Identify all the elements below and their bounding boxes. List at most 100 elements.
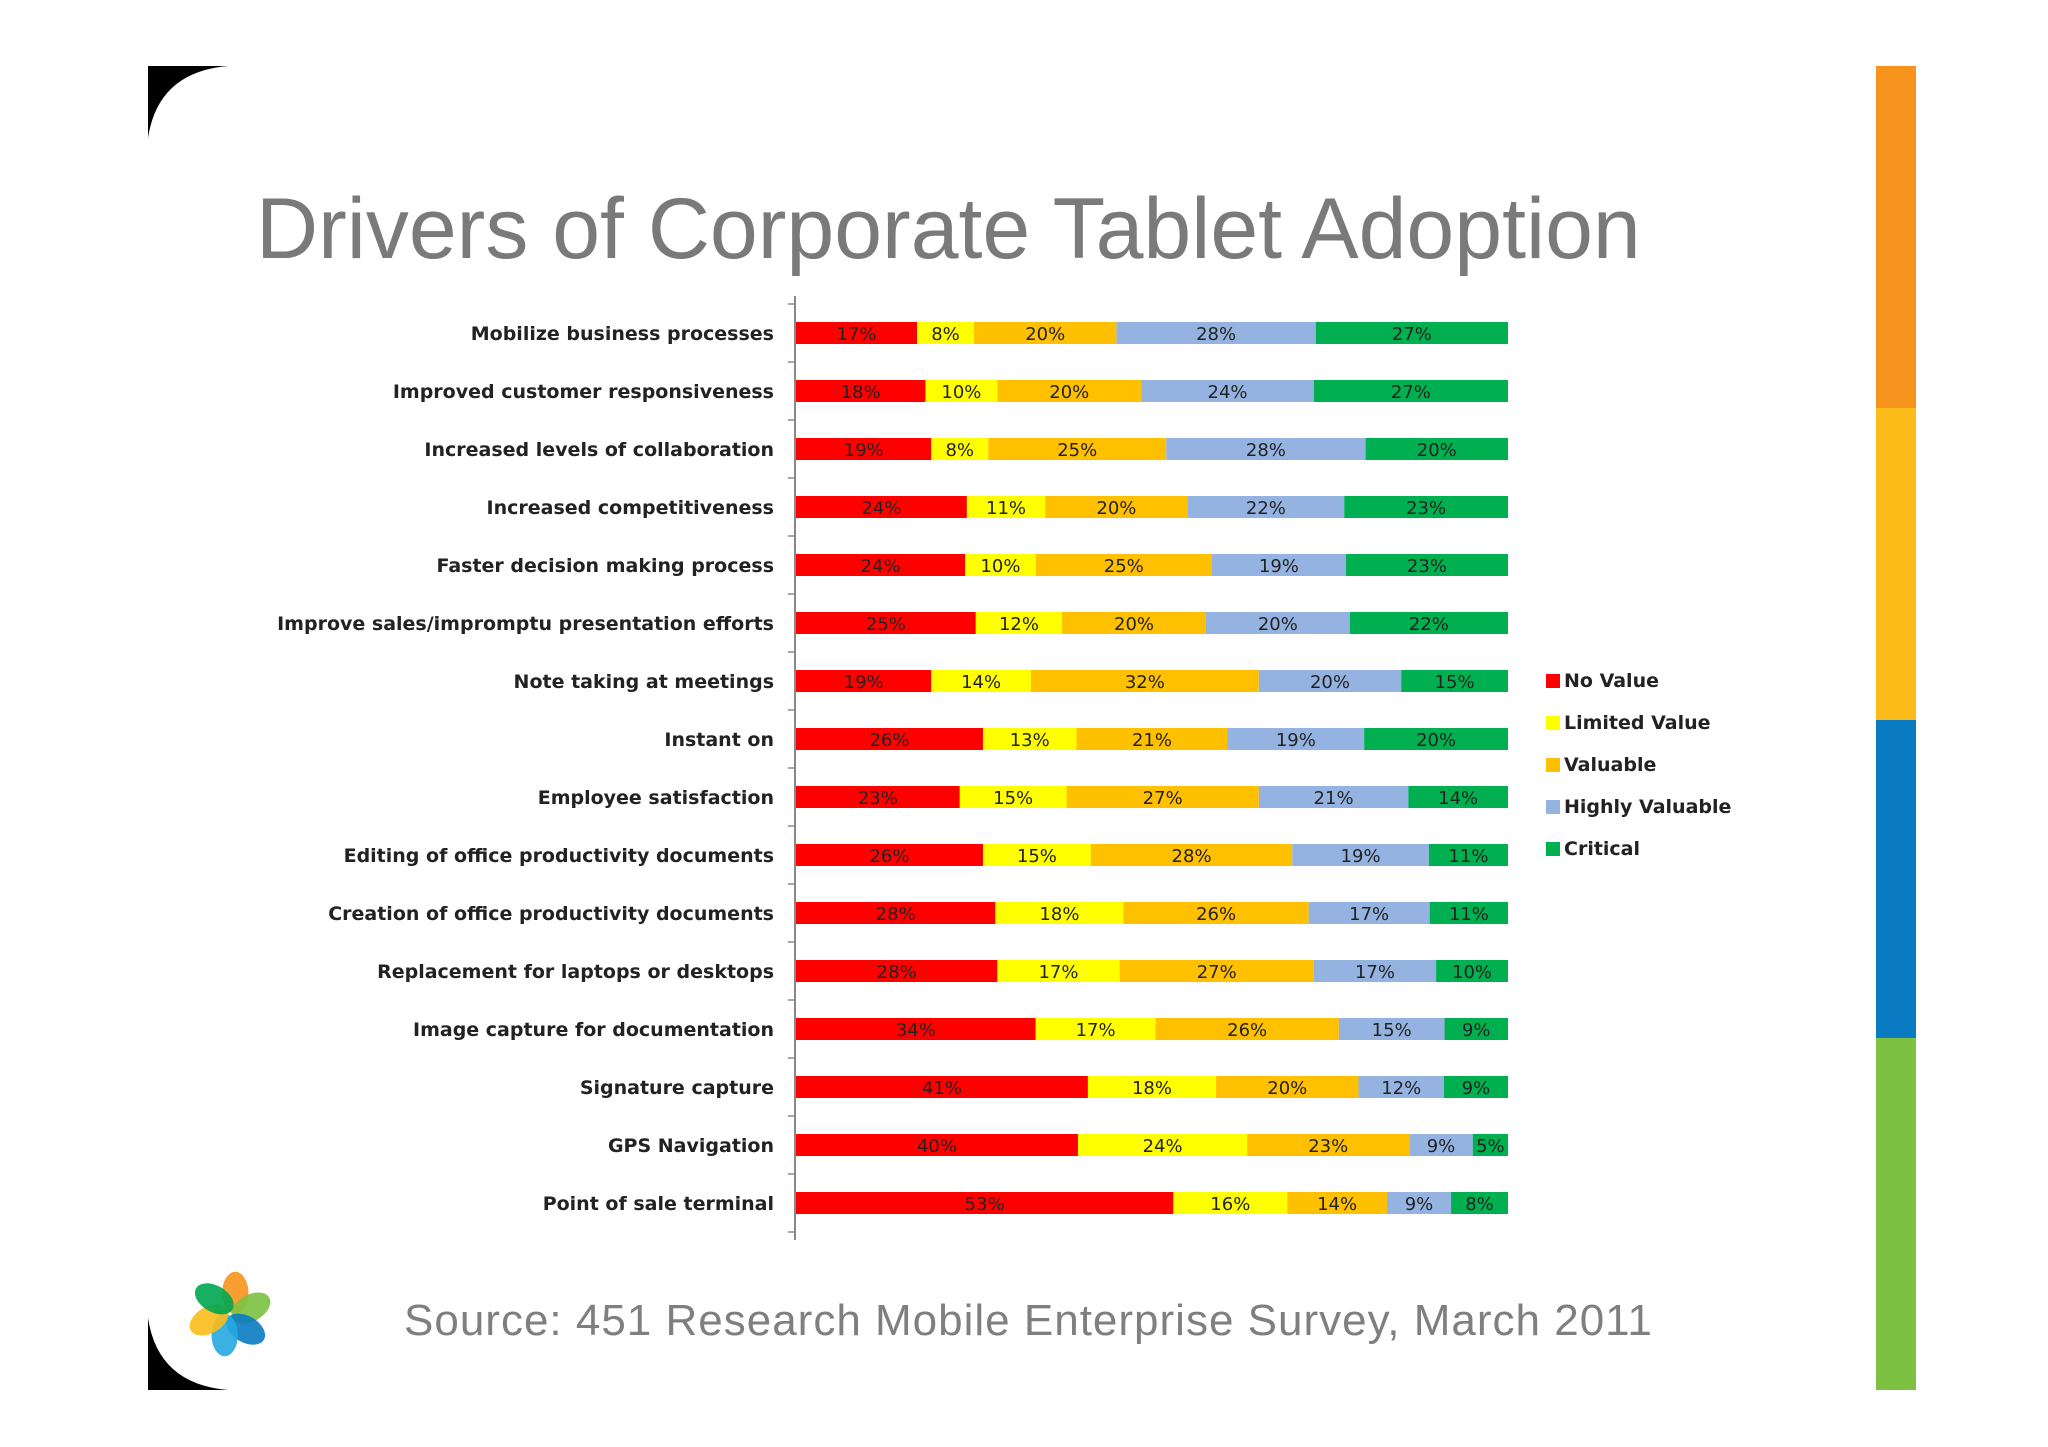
data-label: 27% [1391, 382, 1431, 403]
data-label: 27% [1392, 324, 1432, 345]
bar-segment [1227, 728, 1365, 750]
bar-segment [1066, 786, 1259, 808]
bar-segment [1119, 960, 1314, 982]
data-label: 20% [1267, 1078, 1307, 1099]
legend-swatch [1546, 758, 1560, 772]
bar-segment [796, 902, 996, 924]
data-label: 13% [1010, 730, 1050, 751]
bar-segment [1308, 902, 1430, 924]
stripe-segment [1876, 720, 1916, 1038]
bar-segment [796, 554, 966, 576]
data-label: 26% [1227, 1020, 1267, 1041]
category-label: Increased competitiveness [487, 497, 774, 519]
data-label: 24% [861, 556, 901, 577]
category-label: Increased levels of collaboration [424, 439, 774, 461]
bar-segment [1062, 612, 1206, 634]
data-label: 20% [1310, 672, 1350, 693]
data-label: 53% [965, 1194, 1005, 1215]
bar-segment [796, 380, 926, 402]
data-label: 10% [941, 382, 981, 403]
data-label: 20% [1114, 614, 1154, 635]
bar-segment [796, 612, 976, 634]
corner-bracket-bottom [148, 1318, 228, 1390]
data-label: 21% [1132, 730, 1172, 751]
bar-segment [982, 728, 1077, 750]
bar-segment [1155, 1018, 1339, 1040]
legend-label: Valuable [1564, 754, 1656, 776]
bar-segment [1292, 844, 1429, 866]
bar-segment [1187, 496, 1345, 518]
data-label: 10% [980, 556, 1020, 577]
bar-segment [965, 554, 1036, 576]
data-label: 20% [1096, 498, 1136, 519]
data-label: 11% [1449, 904, 1489, 925]
category-label: Faster decision making process [436, 555, 774, 577]
bar-segment [975, 612, 1063, 634]
bar-segment [1247, 1134, 1410, 1156]
data-label: 20% [1416, 730, 1456, 751]
bar-segment [1090, 844, 1293, 866]
data-label: 12% [999, 614, 1039, 635]
bar-segment [925, 380, 998, 402]
data-label: 10% [1452, 962, 1492, 983]
data-label: 28% [1196, 324, 1236, 345]
bar-segment [796, 960, 998, 982]
data-label: 25% [1057, 440, 1097, 461]
category-label: Mobilize business processes [471, 323, 774, 345]
bar-segment [997, 960, 1120, 982]
data-label: 11% [1448, 846, 1488, 867]
data-label: 19% [1259, 556, 1299, 577]
data-label: 17% [1076, 1020, 1116, 1041]
data-label: 9% [1462, 1078, 1491, 1099]
bar-segment [966, 496, 1046, 518]
data-label: 18% [841, 382, 881, 403]
bar-segment [1349, 612, 1508, 634]
data-label: 24% [1208, 382, 1248, 403]
bar-segment [1258, 786, 1409, 808]
stripe-segment [1876, 1038, 1916, 1390]
bar-segment [995, 902, 1124, 924]
data-label: 41% [922, 1078, 962, 1099]
source-caption: Source: 451 Research Mobile Enterprise S… [404, 1296, 1653, 1345]
data-label: 23% [1406, 498, 1446, 519]
data-label: 18% [1039, 904, 1079, 925]
data-label: 24% [1143, 1136, 1183, 1157]
bar-segment [1428, 844, 1508, 866]
bar-segment [1313, 380, 1508, 402]
bar-segment [1315, 322, 1508, 344]
bar-segment [1444, 1018, 1508, 1040]
category-label: Note taking at meetings [514, 671, 774, 693]
bar-segment [1258, 670, 1402, 692]
data-label: 17% [1349, 904, 1389, 925]
bar-segment [1436, 960, 1508, 982]
legend-swatch [1546, 842, 1560, 856]
bar-segment [982, 844, 1091, 866]
bar-segment [1344, 496, 1508, 518]
data-label: 22% [1246, 498, 1286, 519]
bar-segment [1173, 1192, 1288, 1214]
data-label: 21% [1314, 788, 1354, 809]
data-label: 11% [986, 498, 1026, 519]
corner-bracket-top [148, 66, 228, 138]
bar-segment [1123, 902, 1309, 924]
data-label: 19% [844, 672, 884, 693]
data-label: 14% [1317, 1194, 1357, 1215]
bar-segment [931, 670, 1031, 692]
slide-title: Drivers of Corporate Tablet Adoption [256, 181, 1641, 277]
bar-segment [1287, 1192, 1387, 1214]
data-label: 17% [1038, 962, 1078, 983]
category-label: Improved customer responsiveness [393, 381, 774, 403]
bar-segment [1358, 1076, 1444, 1098]
bar-segment [1409, 1134, 1473, 1156]
data-label: 20% [1417, 440, 1457, 461]
data-label: 22% [1409, 614, 1449, 635]
stripe-segment [1876, 408, 1916, 720]
bar-segment [997, 380, 1142, 402]
stripe-segment [1876, 66, 1916, 408]
data-label: 28% [877, 962, 917, 983]
data-label: 17% [837, 324, 877, 345]
data-label: 20% [1049, 382, 1089, 403]
data-label: 9% [1405, 1194, 1434, 1215]
data-label: 25% [1104, 556, 1144, 577]
